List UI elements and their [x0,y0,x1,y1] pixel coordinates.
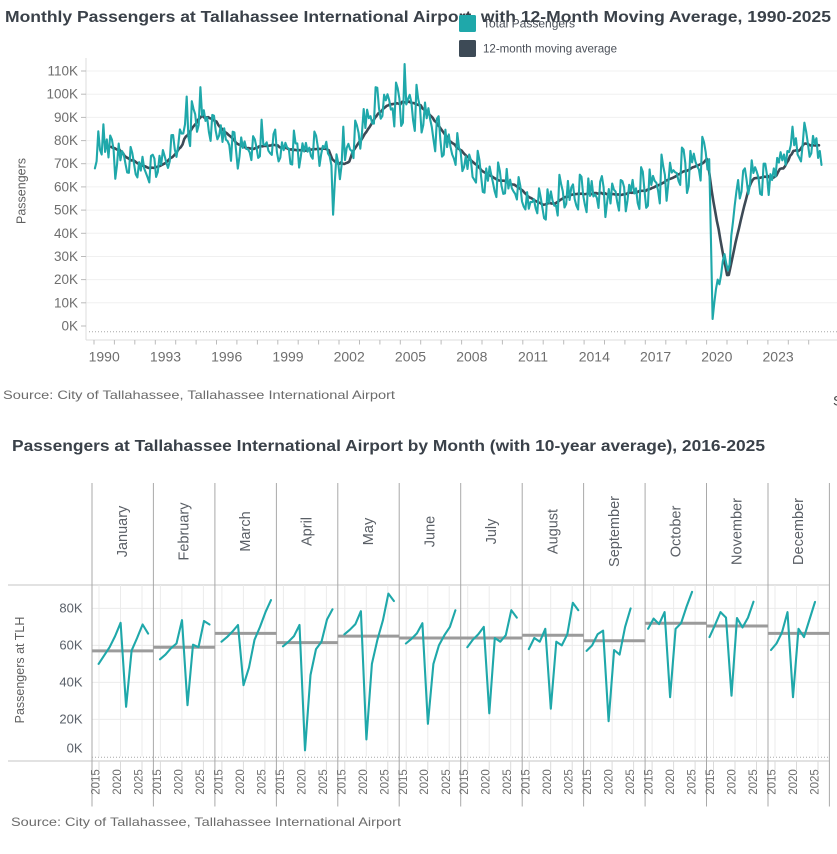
svg-text:2025: 2025 [564,769,576,795]
svg-text:2002: 2002 [334,349,365,365]
svg-text:90K: 90K [54,110,78,125]
svg-text:80K: 80K [54,133,78,148]
svg-text:100K: 100K [46,87,78,102]
svg-text:August: August [545,509,561,554]
svg-text:2014: 2014 [579,349,610,365]
svg-text:70K: 70K [54,156,78,171]
svg-text:2020: 2020 [296,769,308,795]
svg-text:2020: 2020 [542,769,554,795]
svg-text:2005: 2005 [395,349,426,365]
svg-text:30K: 30K [54,249,78,264]
svg-text:2025: 2025 [502,769,514,795]
svg-text:80K: 80K [59,601,82,616]
svg-text:2015: 2015 [705,769,717,795]
svg-text:2015: 2015 [398,769,410,795]
svg-text:December: December [791,498,807,565]
svg-text:Passengers at Tallahassee Inte: Passengers at Tallahassee International … [12,438,765,455]
svg-text:2023: 2023 [763,349,794,365]
svg-text:2025: 2025 [748,769,760,795]
svg-text:2020: 2020 [788,769,800,795]
svg-text:April: April [300,517,316,546]
svg-text:2025: 2025 [687,769,699,795]
svg-text:2025: 2025 [441,769,453,795]
svg-text:Source: City of Tallahassee, T: Source: City of Tallahassee, Tallahassee… [11,815,402,829]
svg-text:July: July [484,518,500,545]
svg-text:50K: 50K [54,203,78,218]
svg-text:2008: 2008 [456,349,487,365]
svg-text:2020: 2020 [112,769,124,795]
svg-text:20K: 20K [59,712,82,727]
svg-text:40K: 40K [54,226,78,241]
svg-text:2020: 2020 [173,769,185,795]
svg-text:110K: 110K [47,64,78,79]
svg-text:0K: 0K [67,741,83,756]
svg-text:1993: 1993 [150,349,181,365]
svg-text:2020: 2020 [419,769,431,795]
svg-text:March: March [238,511,254,551]
svg-text:Passengers: Passengers [15,158,29,224]
svg-text:2020: 2020 [604,769,616,795]
svg-text:2025: 2025 [256,769,268,795]
svg-text:2015: 2015 [91,769,103,795]
svg-text:February: February [177,502,193,561]
svg-text:2015: 2015 [644,769,656,795]
svg-text:September: September [607,496,623,567]
svg-text:1996: 1996 [211,349,242,365]
svg-text:0K: 0K [61,319,78,334]
svg-text:2015: 2015 [582,769,594,795]
svg-text:20K: 20K [54,272,78,287]
svg-text:May: May [361,517,377,545]
svg-text:40K: 40K [59,675,82,690]
svg-text:12-month moving average: 12-month moving average [483,42,617,56]
svg-text:2025: 2025 [134,769,146,795]
svg-text:Source: City of Tallahassee, T: Source: City of Tallahassee, Tallahassee… [3,388,396,402]
svg-text:2025: 2025 [318,769,330,795]
svg-text:S: S [833,393,837,409]
svg-text:2020: 2020 [235,769,247,795]
svg-text:60K: 60K [54,179,78,194]
svg-text:2015: 2015 [459,769,471,795]
svg-text:2025: 2025 [810,769,822,795]
svg-text:2020: 2020 [665,769,677,795]
svg-text:2011: 2011 [518,349,548,365]
svg-text:2015: 2015 [213,769,225,795]
svg-text:2020: 2020 [727,769,739,795]
svg-text:Passengers at TLH: Passengers at TLH [13,617,27,724]
svg-text:2015: 2015 [275,769,287,795]
svg-text:Total Passengers: Total Passengers [483,17,575,31]
svg-text:2025: 2025 [195,769,207,795]
svg-text:2020: 2020 [701,349,732,365]
svg-text:June: June [423,516,439,547]
svg-text:2017: 2017 [640,349,671,365]
svg-text:2015: 2015 [336,769,348,795]
svg-text:October: October [668,506,684,558]
svg-text:2025: 2025 [625,769,637,795]
svg-text:2025: 2025 [379,769,391,795]
svg-text:Monthly Passengers at Tallahas: Monthly Passengers at Tallahassee Intern… [5,9,831,26]
svg-text:10K: 10K [54,295,78,310]
svg-text:2015: 2015 [767,769,779,795]
svg-text:2015: 2015 [152,769,164,795]
svg-text:2020: 2020 [481,769,493,795]
svg-text:1990: 1990 [89,349,120,365]
svg-text:60K: 60K [59,638,82,653]
svg-text:2020: 2020 [358,769,370,795]
svg-text:November: November [730,498,746,565]
svg-text:1999: 1999 [272,349,303,365]
svg-text:2015: 2015 [521,769,533,795]
svg-text:January: January [115,505,131,557]
